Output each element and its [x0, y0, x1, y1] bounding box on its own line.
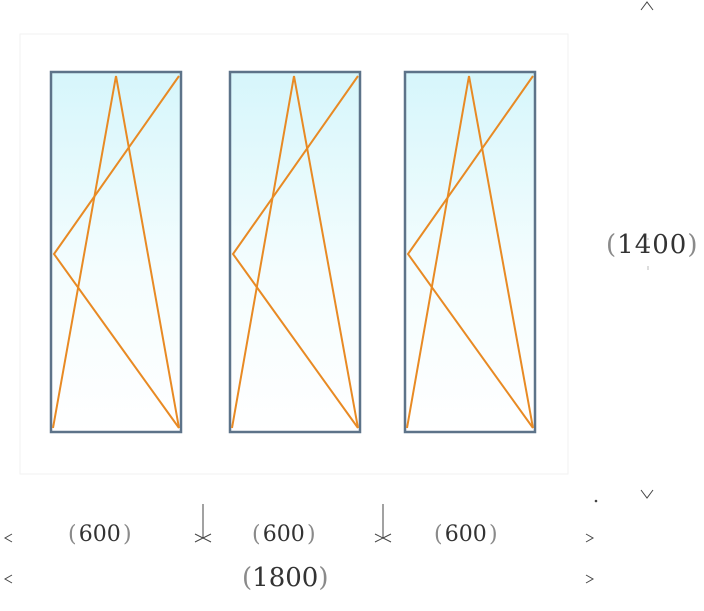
right-sash	[403, 70, 537, 434]
tilt-line	[52, 75, 180, 429]
divider-arrows	[194, 533, 205, 543]
total-width-label: (1800)	[242, 563, 329, 593]
glass-pane	[49, 70, 183, 434]
height-value: 1400	[617, 230, 688, 260]
arrow-right-icon	[585, 533, 595, 543]
width-dimension	[3, 499, 598, 584]
turn-line	[406, 75, 534, 429]
divider-arrows	[374, 533, 385, 543]
turn-line	[231, 75, 359, 429]
height-dimension	[640, 1, 654, 499]
section-width-value: 600	[262, 522, 305, 547]
left-sash	[49, 70, 183, 434]
turn-line	[52, 75, 180, 429]
arrow-down-icon	[640, 489, 654, 499]
section-width-value: 600	[444, 522, 487, 547]
arrow-left-icon	[3, 533, 13, 543]
arrow-right-icon	[585, 574, 595, 584]
arrow-up-icon	[640, 1, 654, 11]
glass-pane	[228, 70, 362, 434]
section-width-label: ( 600 )	[434, 522, 498, 547]
total-width-value: 1800	[252, 563, 319, 593]
tilt-line	[406, 75, 534, 429]
glass-pane	[403, 70, 537, 434]
tilt-line	[231, 75, 359, 429]
height-dimension-label: (1400)	[606, 230, 699, 260]
section-width-label: ( 600 )	[68, 522, 132, 547]
outer-frame	[19, 33, 569, 475]
middle-sash	[228, 70, 362, 434]
arrow-left-icon	[3, 574, 13, 584]
section-width-value: 600	[78, 522, 121, 547]
section-width-label: ( 600 )	[252, 522, 316, 547]
